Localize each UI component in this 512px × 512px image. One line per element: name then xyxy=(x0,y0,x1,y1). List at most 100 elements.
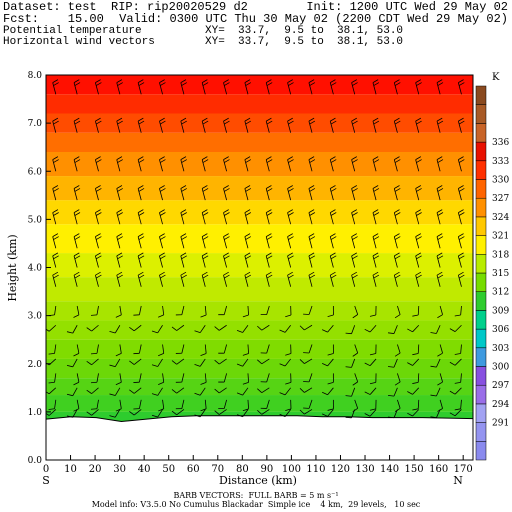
barb-staff xyxy=(52,255,57,268)
barb-flag xyxy=(201,209,208,213)
wind-barb xyxy=(351,271,358,287)
wind-barb xyxy=(287,271,294,287)
y-tick-label: 6.0 xyxy=(28,167,43,177)
barb-staff xyxy=(162,344,165,354)
theta-band xyxy=(46,200,473,225)
colorbar-label: 303 xyxy=(492,344,509,354)
barb-flag xyxy=(214,326,220,331)
barb-staff xyxy=(393,82,398,95)
barb-staff xyxy=(372,159,377,172)
barb-staff xyxy=(308,373,313,383)
barb-staff xyxy=(436,121,441,133)
barb-flag xyxy=(236,414,243,418)
barb-flag xyxy=(257,325,263,331)
wind-barb xyxy=(393,156,401,172)
barb-flag xyxy=(345,366,352,368)
barb-flag xyxy=(46,412,50,416)
barb-staff xyxy=(181,305,185,315)
barb-flag xyxy=(387,416,395,419)
barb-flag xyxy=(244,156,251,161)
barb-staff xyxy=(72,387,78,396)
barb-staff xyxy=(91,324,99,332)
wind-barb xyxy=(457,233,465,249)
barb-flag xyxy=(242,408,249,412)
barb-staff xyxy=(247,305,249,316)
barb-flag xyxy=(180,252,187,257)
barb-flag xyxy=(407,391,413,395)
wind-barb xyxy=(66,325,78,334)
barb-staff xyxy=(157,325,163,334)
barb-flag xyxy=(236,329,243,333)
barb-staff xyxy=(96,373,99,383)
wind-barb xyxy=(327,399,334,411)
barb-staff xyxy=(304,387,313,393)
barb-flag xyxy=(299,409,305,415)
barb-flag xyxy=(53,274,59,279)
barb-flag xyxy=(458,271,464,276)
barb-flag xyxy=(412,314,419,317)
barb-flag xyxy=(95,271,101,276)
x-tick-label: 20 xyxy=(89,464,102,475)
barb-staff xyxy=(415,275,420,287)
barb-flag xyxy=(373,82,380,86)
barb-staff xyxy=(372,212,377,225)
barb-staff xyxy=(436,358,441,368)
barb-staff xyxy=(457,121,462,133)
barb-staff xyxy=(265,275,270,287)
wind-barb xyxy=(214,358,227,365)
barb-staff xyxy=(261,324,270,331)
wind-barb xyxy=(151,325,163,334)
barb-staff xyxy=(266,344,270,354)
barb-staff xyxy=(329,255,334,268)
barb-staff xyxy=(73,188,78,201)
barb-flag xyxy=(116,156,123,161)
theta-band xyxy=(46,75,473,95)
barb-flag xyxy=(330,252,336,257)
barb-flag xyxy=(116,79,123,84)
barb-flag xyxy=(394,82,401,86)
wind-barb xyxy=(436,209,444,225)
barb-flag xyxy=(279,413,286,417)
barb-flag xyxy=(373,188,380,192)
barb-staff xyxy=(354,373,359,382)
barb-flag xyxy=(223,233,229,238)
barb-flag xyxy=(194,392,201,396)
barb-flag xyxy=(48,408,55,410)
barb-flag xyxy=(351,252,358,257)
barb-flag xyxy=(454,408,461,411)
wind-barb xyxy=(393,79,401,95)
barb-flag xyxy=(159,233,165,238)
terrain-surface xyxy=(46,415,473,460)
wind-barb xyxy=(436,156,444,172)
barb-staff xyxy=(412,387,420,395)
barb-flag xyxy=(436,185,443,189)
barb-flag xyxy=(194,330,201,334)
barb-flag xyxy=(159,117,165,122)
barb-flag xyxy=(129,411,135,416)
barb-staff xyxy=(204,305,207,315)
barb-flag xyxy=(266,79,272,84)
wind-barb xyxy=(352,305,359,319)
barb-staff xyxy=(116,275,121,287)
x-tick-label: 0 xyxy=(43,464,49,475)
wind-barb xyxy=(48,373,57,384)
barb-flag xyxy=(201,185,208,189)
x-tick-label: 130 xyxy=(355,464,374,475)
barb-flag xyxy=(458,209,464,213)
wind-barb xyxy=(86,324,99,332)
barb-flag xyxy=(437,212,444,216)
wind-barb xyxy=(393,209,401,225)
barb-flag xyxy=(224,120,230,125)
barb-flag xyxy=(74,120,81,125)
barb-flag xyxy=(181,159,187,163)
barb-flag xyxy=(257,359,263,365)
wind-barb xyxy=(257,409,270,415)
barb-staff xyxy=(223,82,228,95)
barb-flag xyxy=(90,314,98,316)
wind-barb xyxy=(265,185,273,201)
barb-staff xyxy=(412,409,420,417)
wind-barb xyxy=(415,185,422,201)
wind-barb xyxy=(158,399,165,412)
x-tick-label: 30 xyxy=(113,464,126,475)
barb-staff xyxy=(287,121,292,133)
